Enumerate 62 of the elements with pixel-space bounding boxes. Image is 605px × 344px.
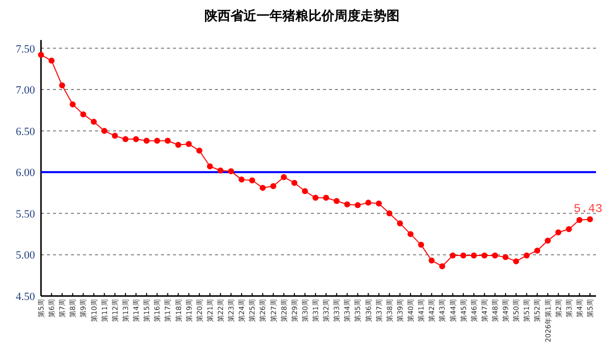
point xyxy=(90,118,97,125)
y-tick-label: 7.50 xyxy=(16,43,36,56)
point xyxy=(576,217,582,224)
point xyxy=(428,257,435,264)
point xyxy=(450,252,456,259)
point xyxy=(48,58,55,64)
point xyxy=(460,252,466,259)
point xyxy=(470,252,477,259)
point xyxy=(228,168,234,174)
point xyxy=(376,200,382,207)
point xyxy=(144,138,150,144)
point xyxy=(492,252,498,259)
point xyxy=(544,238,551,244)
point xyxy=(249,177,256,184)
point xyxy=(206,163,213,170)
point xyxy=(344,201,350,208)
y-tick-label: 7.00 xyxy=(16,84,36,97)
point xyxy=(396,220,403,226)
point xyxy=(524,252,530,259)
point xyxy=(260,184,266,191)
point xyxy=(481,252,488,259)
point xyxy=(238,176,245,183)
point xyxy=(270,183,276,190)
point xyxy=(323,194,330,201)
y-tick-label: 4.50 xyxy=(16,291,36,303)
point xyxy=(534,248,540,254)
point xyxy=(302,188,308,194)
chart-title: 陕西省近一年猪粮比价周度走势图 xyxy=(204,8,400,24)
point xyxy=(80,111,86,118)
data-label: 5.43 xyxy=(574,202,602,216)
point xyxy=(186,141,192,148)
point xyxy=(555,229,562,236)
point xyxy=(112,132,118,139)
point xyxy=(418,242,424,248)
y-tick-label: 6.00 xyxy=(16,167,36,180)
point xyxy=(164,138,171,144)
point xyxy=(566,226,572,232)
point xyxy=(354,202,361,208)
point xyxy=(133,136,140,142)
point xyxy=(217,167,224,174)
point xyxy=(312,194,318,201)
y-tick-label: 5.00 xyxy=(16,250,36,262)
point xyxy=(280,174,287,180)
point xyxy=(122,136,128,142)
point xyxy=(365,200,372,206)
point xyxy=(175,142,182,148)
y-tick-label: 5.50 xyxy=(16,208,36,220)
point xyxy=(513,258,520,264)
point xyxy=(70,101,76,108)
point xyxy=(154,138,160,144)
y-tick-label: 6.50 xyxy=(16,126,36,138)
point xyxy=(502,254,509,260)
point xyxy=(59,82,66,88)
point xyxy=(101,128,108,134)
point xyxy=(439,263,446,270)
point xyxy=(408,231,414,238)
point xyxy=(386,210,392,216)
point xyxy=(38,52,44,58)
point xyxy=(334,198,340,204)
point xyxy=(196,148,202,154)
point xyxy=(587,216,593,222)
point xyxy=(291,180,298,186)
